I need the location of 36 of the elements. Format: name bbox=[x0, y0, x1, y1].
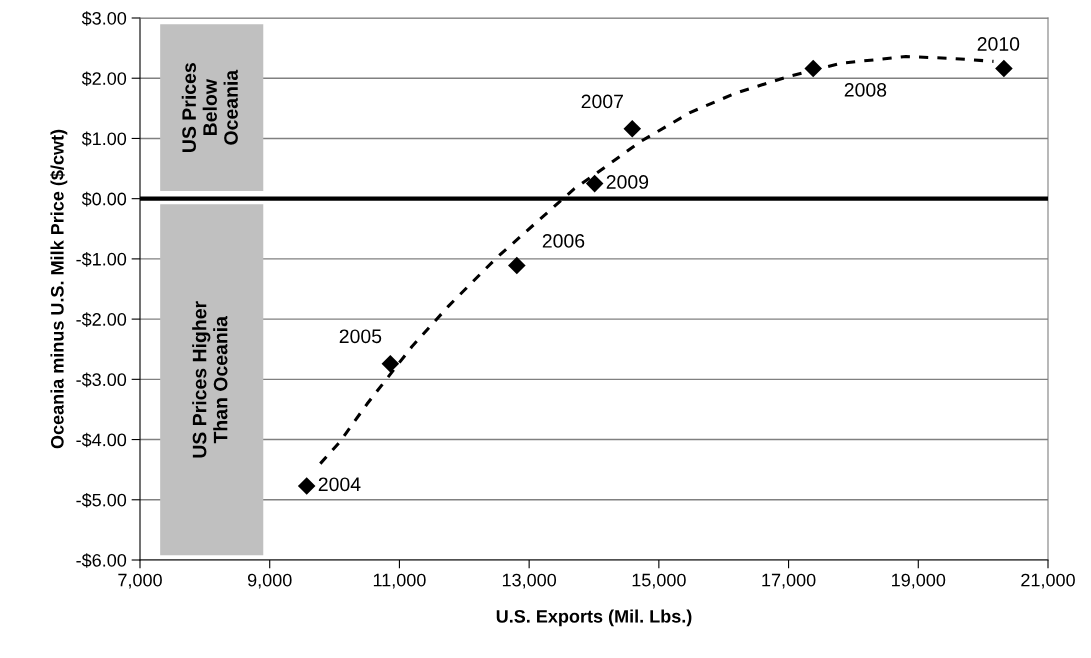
y-tick-label: $3.00 bbox=[81, 11, 127, 26]
y-tick-label: $1.00 bbox=[81, 131, 127, 147]
x-axis-title: U.S. Exports (Mil. Lbs.) bbox=[496, 609, 692, 627]
y-tick-label: -$2.00 bbox=[76, 312, 127, 327]
annotation: 2005 bbox=[339, 329, 382, 344]
annotation: 2006 bbox=[542, 234, 585, 248]
y-tick-label: -$6.00 bbox=[76, 553, 127, 568]
annotation: 2007 bbox=[581, 94, 623, 109]
y-tick-label: -$5.00 bbox=[76, 492, 127, 508]
x-tick-label: 19,000 bbox=[892, 573, 946, 589]
annotation: 2010 bbox=[977, 37, 1020, 51]
point bbox=[381, 354, 400, 373]
x-tick-label: 21,000 bbox=[1021, 573, 1075, 589]
point bbox=[508, 256, 526, 275]
point bbox=[623, 120, 642, 138]
annotation: 2009 bbox=[606, 175, 649, 189]
annotation: US Prices Higher Than Oceania bbox=[192, 301, 228, 458]
x-tick-label: 15,000 bbox=[632, 573, 686, 589]
y-tick-label: $0.00 bbox=[81, 191, 127, 207]
annotation: 2004 bbox=[318, 477, 361, 492]
x-tick-label: 9,000 bbox=[247, 573, 292, 589]
point bbox=[297, 477, 316, 495]
y-tick-label: -$1.00 bbox=[76, 252, 127, 267]
x-tick-label: 13,000 bbox=[502, 573, 557, 589]
point bbox=[585, 174, 604, 193]
y-tick-label: $2.00 bbox=[81, 71, 127, 87]
y-axis-title: Oceania minus U.S. Milk Price ($/cwt) bbox=[50, 129, 68, 449]
annotation: 2008 bbox=[844, 82, 887, 97]
x-tick-label: 7,000 bbox=[118, 573, 162, 589]
y-tick-label: -$4.00 bbox=[76, 432, 127, 448]
point bbox=[995, 59, 1013, 78]
x-tick-label: 17,000 bbox=[762, 573, 816, 589]
annotation: US Prices Below Oceania bbox=[181, 63, 238, 152]
y-tick-label: -$3.00 bbox=[76, 372, 127, 388]
x-tick-label: 11,000 bbox=[373, 573, 426, 589]
point bbox=[804, 59, 822, 78]
